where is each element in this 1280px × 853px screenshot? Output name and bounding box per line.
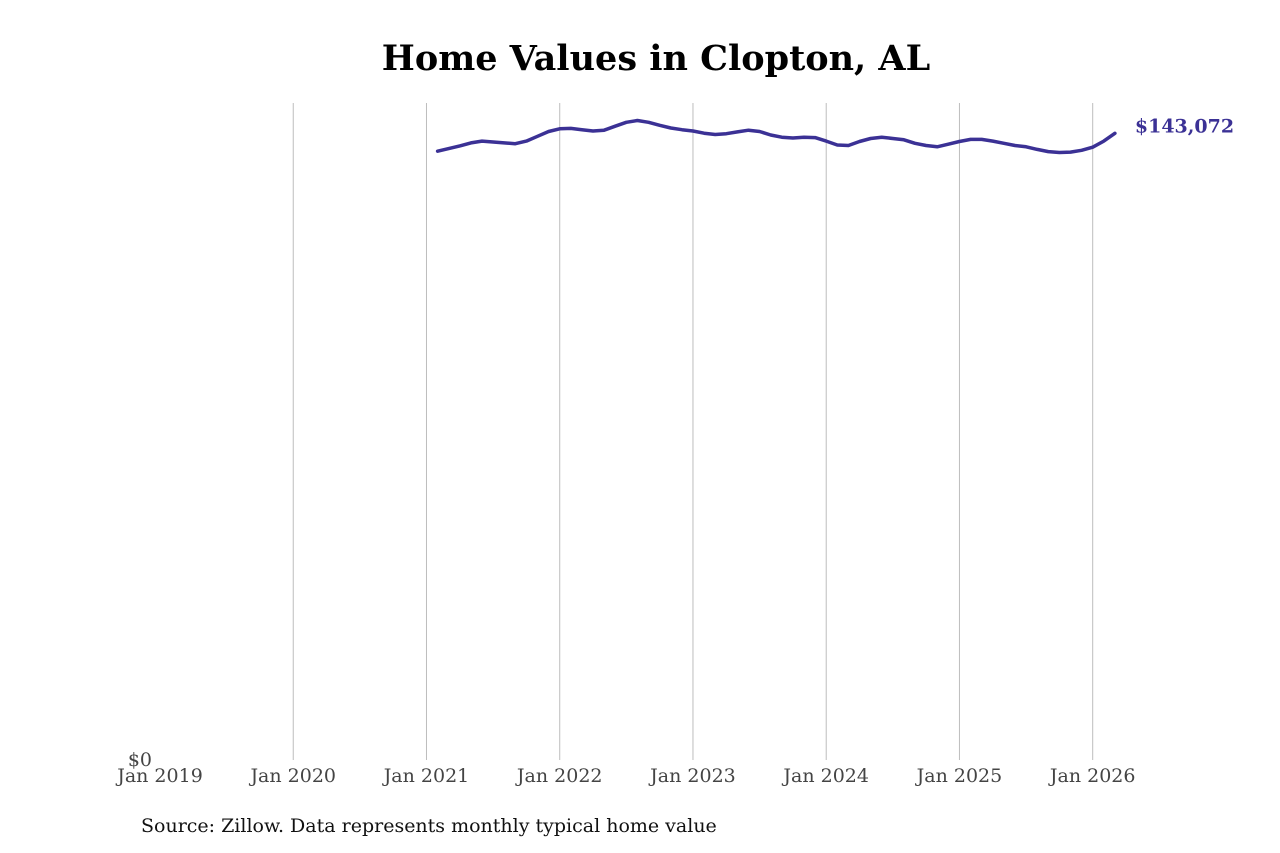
x-tick-label: Jan 2024 bbox=[781, 765, 869, 787]
x-tick-label: Jan 2021 bbox=[382, 765, 470, 787]
x-tick-label: Jan 2025 bbox=[915, 765, 1003, 787]
x-tick-label: Jan 2019 bbox=[115, 765, 203, 787]
end-value-label: $143,072 bbox=[1135, 115, 1234, 137]
x-tick-label: Jan 2026 bbox=[1048, 765, 1136, 787]
y-tick-label: $0 bbox=[128, 749, 152, 771]
x-tick-label: Jan 2023 bbox=[648, 765, 736, 787]
x-tick-label: Jan 2020 bbox=[248, 765, 336, 787]
chart-title: Home Values in Clopton, AL bbox=[381, 38, 931, 79]
source-note: Source: Zillow. Data represents monthly … bbox=[141, 815, 717, 837]
x-tick-label: Jan 2022 bbox=[515, 765, 603, 787]
series-line bbox=[435, 118, 1117, 155]
